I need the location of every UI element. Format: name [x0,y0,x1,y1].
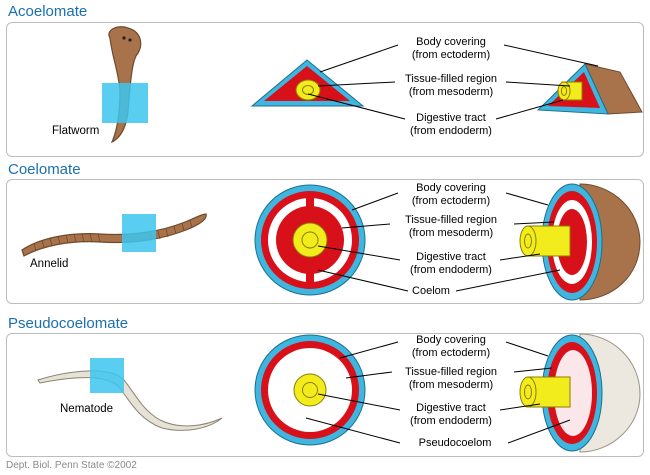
pseudocoelom-label: Pseudocoelom [418,437,492,449]
coelomate-leader-lines [317,192,561,292]
annelid-label: Annelid [30,258,69,270]
pseudocoelomate-digestive-tract-label: Digestive tract (from endoderm) [410,402,492,427]
acoelomate-3d-block [536,63,643,115]
pseudocoelomate-3d-cylinder [519,333,641,453]
annelid-section-highlight [122,214,156,252]
acoelomate-body-covering-label: Body covering (from ectoderm) [411,36,491,61]
flatworm-label: Flatworm [52,125,100,137]
acoelomate-leader-lines [307,44,599,120]
coelomate-body-covering-label: Body covering (from ectoderm) [411,182,491,207]
credit-text: Dept. Biol. Penn State ©2002 [6,460,137,471]
pseudocoelomate-tissue-region-label: Tissue-filled region (from mesoderm) [405,366,497,391]
flatworm-section-highlight [102,83,148,123]
acoelomate-cross-section [250,59,365,107]
nematode-label: Nematode [60,403,114,415]
acoelomate-tissue-region-label: Tissue-filled region (from mesoderm) [405,73,497,98]
nematode-section-highlight [90,358,124,393]
coelomate-3d-cylinder [519,183,641,301]
annelid-illustration [21,213,207,257]
coelom-label: Coelom [412,285,450,297]
pseudocoelomate-cross-section [254,334,366,446]
section-title-pseudocoelomate: Pseudocoelomate [8,315,129,332]
coelomate-tissue-region-label: Tissue-filled region (from mesoderm) [405,214,497,239]
pseudocoelomate-leader-lines [305,341,571,444]
coelomate-digestive-tract-label: Digestive tract (from endoderm) [410,251,492,276]
coelomate-cross-section [254,184,366,296]
section-title-acoelomate: Acoelomate [8,3,88,20]
nematode-illustration [37,370,223,431]
pseudocoelomate-body-covering-label: Body covering (from ectoderm) [411,334,491,359]
acoelomate-digestive-tract-label: Digestive tract (from endoderm) [410,112,492,137]
section-title-coelomate: Coelomate [8,161,81,178]
